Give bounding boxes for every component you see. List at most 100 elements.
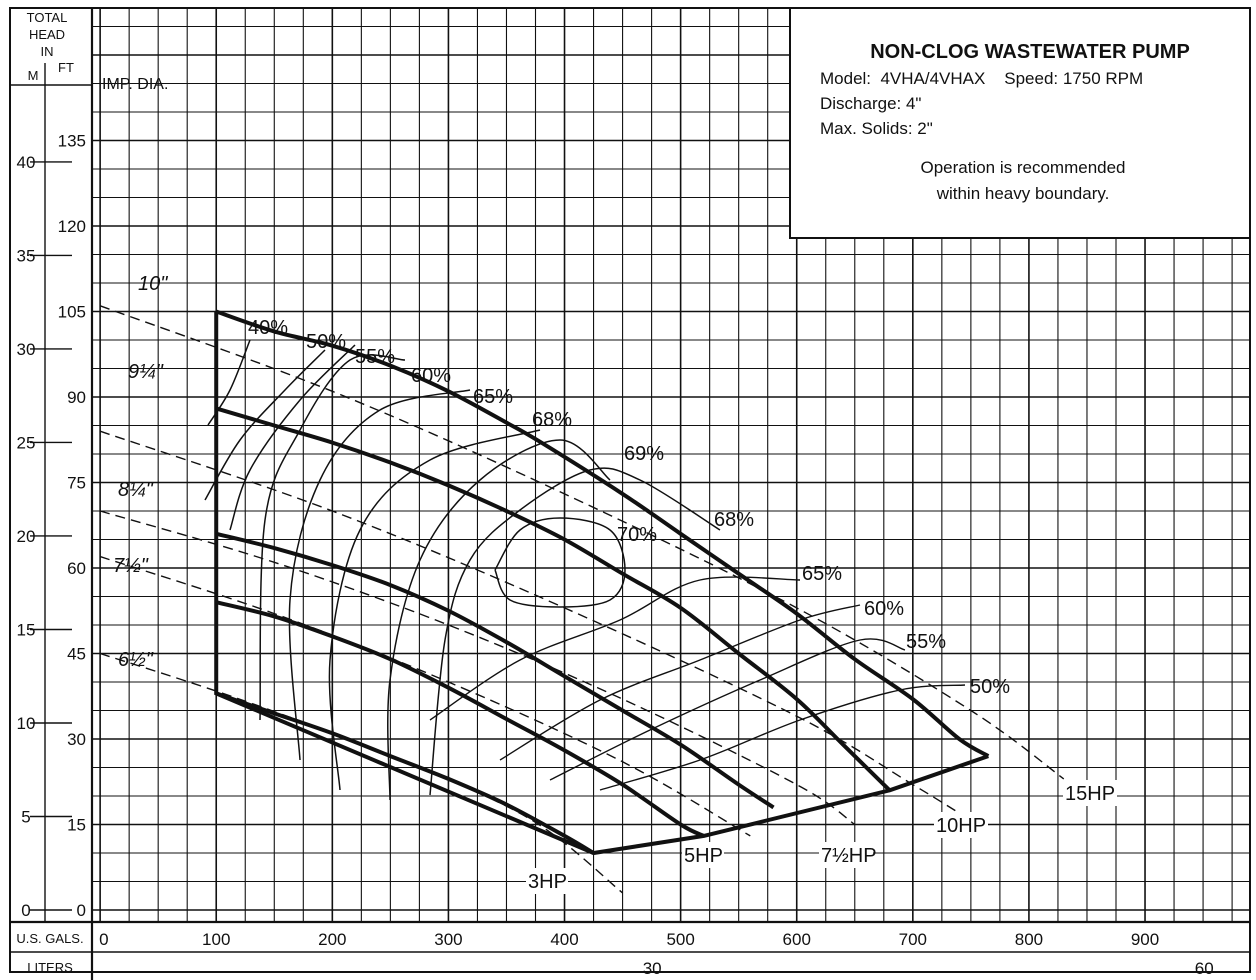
hp-label: 5HP xyxy=(684,845,723,867)
discharge-line: Discharge: 4" xyxy=(820,94,921,113)
efficiency-label: 50% xyxy=(970,676,1010,698)
x-tick-gpm: 200 xyxy=(318,930,346,949)
y-header-line-1: TOTAL xyxy=(27,10,68,25)
y-tick-ft: 135 xyxy=(58,132,86,151)
x-tick-gpm: 800 xyxy=(1015,930,1043,949)
efficiency-curve xyxy=(259,354,406,721)
y-tick-ft: 90 xyxy=(67,388,86,407)
impeller-curve xyxy=(215,531,775,810)
x-tick-gpm: 300 xyxy=(434,930,462,949)
efficiency-curve xyxy=(204,349,326,501)
hp-curves: 3HP 5HP 7½HP 10HP 15HP xyxy=(99,305,1117,894)
y-tick-m: 0 xyxy=(21,901,30,920)
y-tick-ft: 30 xyxy=(67,730,86,749)
chart-title: NON-CLOG WASTEWATER PUMP xyxy=(870,41,1190,63)
x-tick-gpm: 700 xyxy=(899,930,927,949)
x-tick-gpm: 600 xyxy=(783,930,811,949)
efficiency-curve xyxy=(328,429,541,791)
efficiency-curves xyxy=(204,339,966,801)
efficiency-curve xyxy=(499,604,861,761)
impeller-curve xyxy=(215,600,705,838)
impeller-dia-label: 6½" xyxy=(118,649,154,671)
hp-label-bg xyxy=(1063,780,1117,806)
y-header-line-3: IN xyxy=(41,44,54,59)
x-axis-lpm-label: LITERS xyxy=(27,960,73,975)
hp-label-bg xyxy=(934,812,988,838)
y-tick-m: 10 xyxy=(17,714,36,733)
model-line: Model: 4VHA/4VHAX Speed: 1750 RPM xyxy=(820,69,1143,88)
x-tick-lps: 30 xyxy=(643,959,662,978)
x-axis-gpm-label: U.S. GALS. xyxy=(16,931,83,946)
y-tick-ft: 0 xyxy=(77,901,86,920)
info-box-frame xyxy=(789,7,1251,239)
boundary-line xyxy=(214,311,989,856)
hp-curve xyxy=(99,555,751,837)
outer-frame xyxy=(9,7,1251,973)
y-tick-m: 30 xyxy=(17,340,36,359)
impeller-dia-label: 7½" xyxy=(113,555,149,577)
x-tick-gpm: 0 xyxy=(99,930,108,949)
y-unit-m: M xyxy=(28,68,39,83)
efficiency-curve xyxy=(288,389,471,761)
y-tick-m: 35 xyxy=(17,246,36,265)
impeller-curve xyxy=(215,406,892,792)
efficiency-curve xyxy=(599,684,966,791)
y-tick-ft: 120 xyxy=(58,217,86,236)
y-header-line-2: HEAD xyxy=(29,27,65,42)
impeller-curves xyxy=(215,309,990,855)
impeller-dia-label: 10" xyxy=(138,273,168,295)
efficiency-curve xyxy=(387,439,611,801)
efficiency-label: 60% xyxy=(864,598,904,620)
y-tick-m: 15 xyxy=(17,620,36,639)
operating-boundary xyxy=(214,311,989,856)
efficiency-curve xyxy=(229,344,356,531)
efficiency-label: 68% xyxy=(532,409,572,431)
y-tick-ft: 45 xyxy=(67,645,86,664)
efficiency-label: 55% xyxy=(906,631,946,653)
solids-line: Max. Solids: 2" xyxy=(820,119,933,138)
note-line-2: within heavy boundary. xyxy=(936,184,1110,203)
curve-labels: 10"9¼"8¼"7½"6½"40%50%55%60%65%68%69%70%6… xyxy=(113,273,1010,698)
y-tick-m: 20 xyxy=(17,527,36,546)
efficiency-label: 65% xyxy=(802,563,842,585)
hp-label-bg xyxy=(819,842,873,868)
hp-curve xyxy=(99,510,856,826)
impeller-dia-label: 9¼" xyxy=(128,361,164,383)
y-tick-ft: 75 xyxy=(67,474,86,493)
impeller-curve xyxy=(215,309,990,758)
imp-dia-label: IMP. DIA. xyxy=(102,76,168,93)
y-axis-header: TOTAL HEAD IN M FT xyxy=(27,10,74,83)
x-tick-gpm: 500 xyxy=(666,930,694,949)
hp-curve xyxy=(99,430,960,814)
y-tick-m: 40 xyxy=(17,153,36,172)
hp-label: 15HP xyxy=(1065,783,1115,805)
info-box: NON-CLOG WASTEWATER PUMP Model: 4VHA/4VH… xyxy=(789,7,1251,239)
efficiency-curve xyxy=(549,638,906,781)
efficiency-label: 55% xyxy=(355,346,395,368)
y-tick-ft: 60 xyxy=(67,559,86,578)
note-line-1: Operation is recommended xyxy=(920,158,1125,177)
grid xyxy=(92,8,1250,922)
efficiency-label: 69% xyxy=(624,443,664,465)
efficiency-label: 60% xyxy=(411,365,451,387)
y-tick-ft: 105 xyxy=(58,303,86,322)
y-tick-m: 5 xyxy=(21,807,30,826)
efficiency-label: 50% xyxy=(306,331,346,353)
hp-label: 10HP xyxy=(936,815,986,837)
efficiency-label: 40% xyxy=(248,317,288,339)
hp-label-bg xyxy=(526,868,568,894)
hp-label: 7½HP xyxy=(821,845,877,867)
axes xyxy=(9,7,1251,980)
efficiency-curve xyxy=(429,576,801,721)
hp-curve xyxy=(99,305,1065,780)
hp-label-bg xyxy=(682,842,724,868)
y-unit-ft: FT xyxy=(58,60,74,75)
x-tick-gpm: 400 xyxy=(550,930,578,949)
y-tick-m: 25 xyxy=(17,433,36,452)
hp-label: 3HP xyxy=(528,871,567,893)
efficiency-curve xyxy=(207,339,251,426)
impeller-dia-label: 8¼" xyxy=(118,479,154,501)
x-tick-lps: 60 xyxy=(1195,959,1214,978)
x-tick-gpm: 100 xyxy=(202,930,230,949)
